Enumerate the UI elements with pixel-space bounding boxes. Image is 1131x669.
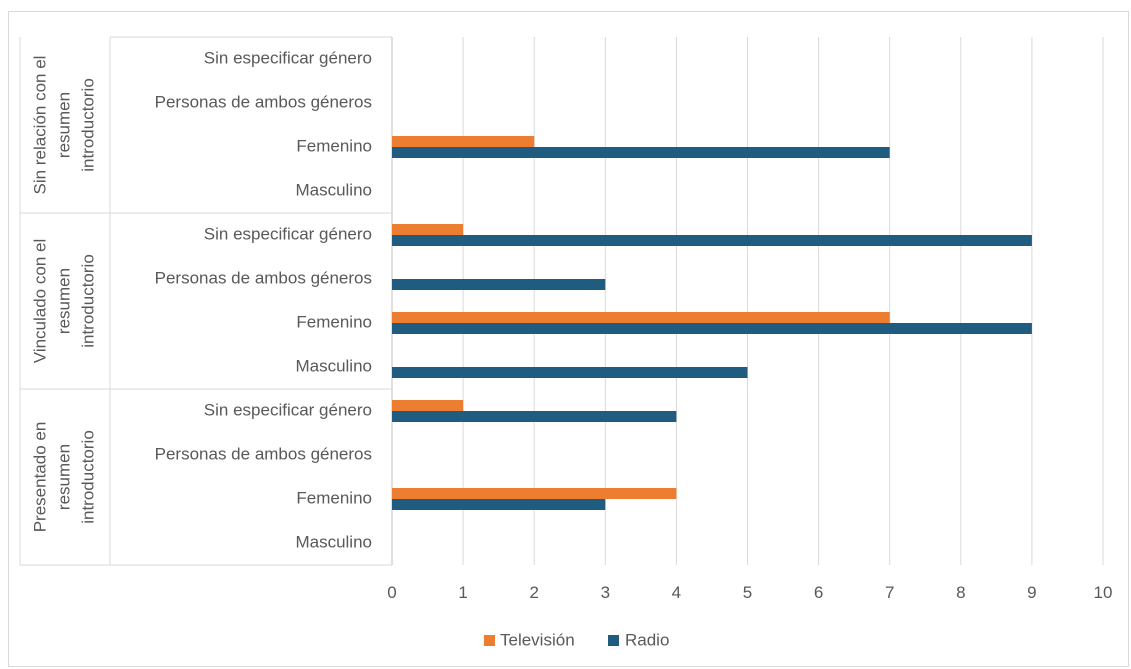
x-tick-label-6: 6 bbox=[814, 583, 823, 602]
category-label-2-0: Sin especificar género bbox=[204, 400, 372, 419]
x-tick-label-2: 2 bbox=[529, 583, 538, 602]
bar-radio-1-3 bbox=[392, 367, 748, 378]
group-label-2-line-2: introductorio bbox=[78, 430, 97, 524]
x-tick-label-1: 1 bbox=[458, 583, 467, 602]
category-label-2-3: Masculino bbox=[295, 532, 372, 551]
category-label-0-2: Femenino bbox=[296, 136, 372, 155]
group-label-1-line-2: introductorio bbox=[78, 254, 97, 348]
x-tick-label-0: 0 bbox=[387, 583, 396, 602]
bar-televisin-1-2 bbox=[392, 312, 890, 323]
bar-televisin-2-0 bbox=[392, 400, 464, 411]
category-label-0-1: Personas de ambos géneros bbox=[155, 92, 372, 111]
x-tick-label-9: 9 bbox=[1027, 583, 1036, 602]
bar-televisin-1-0 bbox=[392, 224, 464, 235]
legend-label-1: Radio bbox=[625, 630, 669, 649]
group-label-2-line-1: resumen bbox=[54, 444, 73, 510]
category-label-2-2: Femenino bbox=[296, 488, 372, 507]
category-label-1-0: Sin especificar género bbox=[204, 224, 372, 243]
bar-televisin-0-2 bbox=[392, 136, 535, 147]
group-label-0-line-1: resumen bbox=[54, 92, 73, 158]
x-tick-label-5: 5 bbox=[743, 583, 752, 602]
category-label-0-3: Masculino bbox=[295, 180, 372, 199]
bar-radio-1-2 bbox=[392, 323, 1032, 334]
legend-label-0: Televisión bbox=[500, 630, 575, 649]
bar-radio-1-1 bbox=[392, 279, 606, 290]
x-tick-label-3: 3 bbox=[601, 583, 610, 602]
group-label-2-line-0: Presentado en bbox=[30, 422, 49, 533]
category-label-1-3: Masculino bbox=[295, 356, 372, 375]
bar-radio-2-2 bbox=[392, 499, 606, 510]
category-label-1-1: Personas de ambos géneros bbox=[155, 268, 372, 287]
group-label-1-line-1: resumen bbox=[54, 268, 73, 334]
group-label-0-line-0: Sin relación con el bbox=[30, 56, 49, 195]
bar-radio-1-0 bbox=[392, 235, 1032, 246]
legend-swatch-0 bbox=[484, 635, 495, 646]
legend-swatch-1 bbox=[608, 635, 619, 646]
category-label-2-1: Personas de ambos géneros bbox=[155, 444, 372, 463]
bar-radio-0-2 bbox=[392, 147, 890, 158]
category-label-0-0: Sin especificar género bbox=[204, 48, 372, 67]
group-label-0-line-2: introductorio bbox=[78, 78, 97, 172]
bar-radio-2-0 bbox=[392, 411, 677, 422]
chart-frame bbox=[8, 11, 1129, 667]
group-label-1-line-0: Vinculado con el bbox=[30, 239, 49, 363]
bar-televisin-2-2 bbox=[392, 488, 677, 499]
x-tick-label-8: 8 bbox=[956, 583, 965, 602]
x-tick-label-4: 4 bbox=[672, 583, 681, 602]
x-tick-label-7: 7 bbox=[885, 583, 894, 602]
category-label-1-2: Femenino bbox=[296, 312, 372, 331]
x-tick-label-10: 10 bbox=[1094, 583, 1113, 602]
